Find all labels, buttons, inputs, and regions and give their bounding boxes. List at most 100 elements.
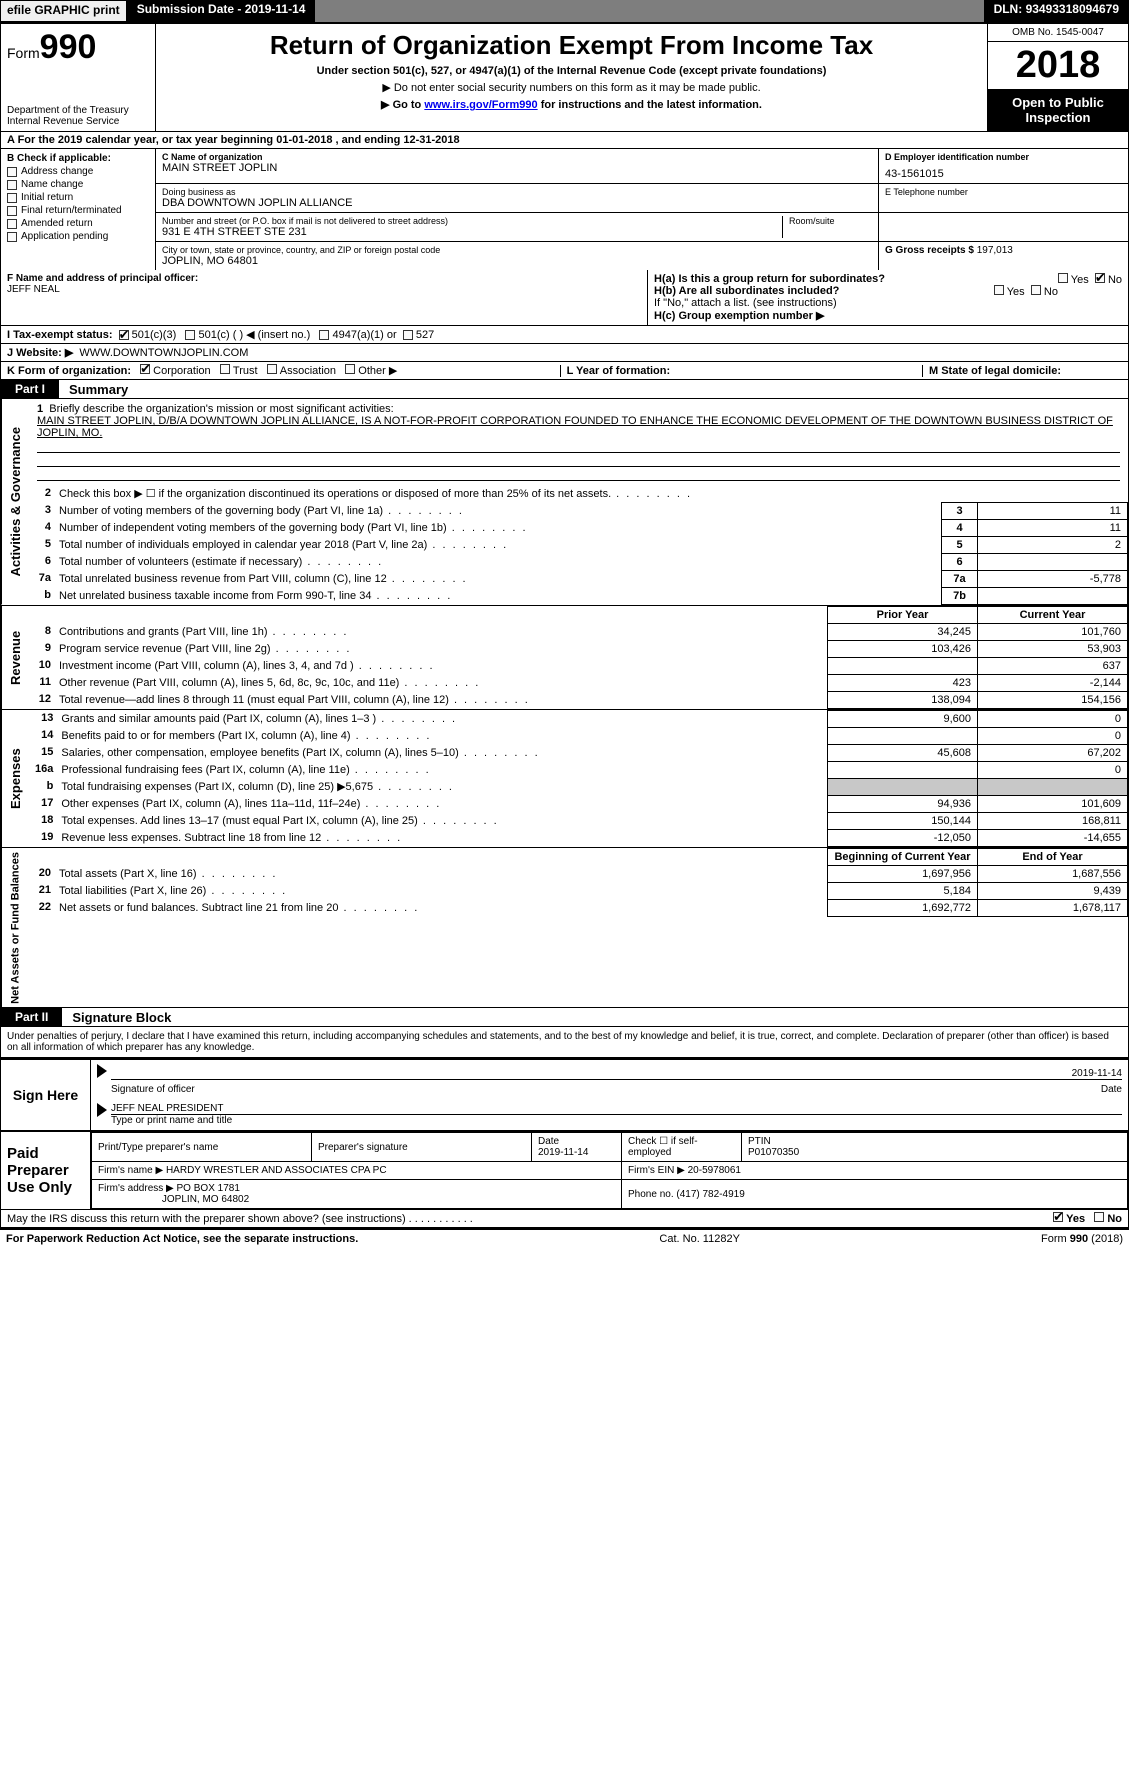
part-1-title: Summary: [59, 382, 128, 397]
chk-application-pending: Application pending: [7, 231, 149, 242]
checkbox-icon[interactable]: [1058, 273, 1068, 283]
yes-label: Yes: [1071, 274, 1089, 286]
table-row: 12Total revenue—add lines 8 through 11 (…: [29, 691, 1128, 708]
footer-left: For Paperwork Reduction Act Notice, see …: [6, 1233, 358, 1245]
ein-label: D Employer identification number: [885, 152, 1122, 162]
header-left: Form990 Department of the Treasury Inter…: [1, 24, 156, 131]
checkbox-icon[interactable]: [7, 232, 17, 242]
table-row: 3Number of voting members of the governi…: [29, 502, 1128, 519]
expenses-body: 13Grants and similar amounts paid (Part …: [29, 710, 1128, 847]
topbar: efile GRAPHIC print Submission Date - 20…: [0, 0, 1129, 22]
firm-phone: (417) 782-4919: [676, 1189, 744, 1200]
opt-assoc: Association: [280, 365, 336, 377]
row-l: L Year of formation:: [560, 365, 760, 377]
begin-year-hdr: Beginning of Current Year: [828, 848, 978, 865]
prep-date-cell: Date2019-11-14: [532, 1133, 622, 1162]
ein-value: 43-1561015: [885, 168, 1122, 180]
curr-year-hdr: Current Year: [978, 606, 1128, 623]
checkbox-icon[interactable]: [7, 193, 17, 203]
firm-ein-cell: Firm's EIN ▶ 20-5978061: [622, 1162, 1128, 1180]
table-row: bNet unrelated business taxable income f…: [29, 587, 1128, 604]
checkbox-icon[interactable]: [185, 330, 195, 340]
irs-link[interactable]: www.irs.gov/Form990: [424, 99, 537, 111]
checkbox-checked-icon[interactable]: [140, 364, 150, 374]
submission-date-label: Submission Date -: [137, 2, 245, 16]
part-1-header: Part I Summary: [0, 380, 1129, 399]
summary-netassets: Net Assets or Fund Balances Beginning of…: [0, 848, 1129, 1009]
summary-governance: Activities & Governance 1 Briefly descri…: [0, 399, 1129, 606]
underline: [37, 439, 1120, 453]
revenue-body: Prior Year Current Year 8Contributions a…: [29, 606, 1128, 709]
officer-name-title: JEFF NEAL PRESIDENT: [111, 1103, 1122, 1115]
no-label: No: [1107, 1213, 1122, 1225]
street-value: 931 E 4TH STREET STE 231: [162, 226, 782, 238]
checkbox-icon[interactable]: [1031, 285, 1041, 295]
prep-self-emp: Check ☐ if self-employed: [622, 1133, 742, 1162]
checkbox-checked-icon[interactable]: [1053, 1212, 1063, 1222]
checkbox-icon[interactable]: [7, 180, 17, 190]
section-fh: F Name and address of principal officer:…: [0, 270, 1129, 326]
table-row: 2Check this box ▶ ☐ if the organization …: [29, 485, 1128, 502]
checkbox-icon[interactable]: [267, 364, 277, 374]
firm-name-cell: Firm's name ▶ HARDY WRESTLER AND ASSOCIA…: [92, 1162, 622, 1180]
hb-line: H(b) Are all subordinates included? Yes …: [654, 285, 1122, 297]
firm-addr1: PO BOX 1781: [177, 1183, 240, 1194]
topbar-spacer: [315, 0, 983, 22]
ptin-val: P01070350: [748, 1147, 799, 1158]
summary-expenses: Expenses 13Grants and similar amounts pa…: [0, 710, 1129, 848]
date-label: Date: [1101, 1084, 1122, 1095]
opt-corp: Corporation: [153, 365, 210, 377]
chk-label: Address change: [21, 166, 93, 177]
vtab-governance: Activities & Governance: [1, 399, 29, 605]
city-cell: City or town, state or province, country…: [156, 242, 878, 270]
revenue-table: Prior Year Current Year 8Contributions a…: [29, 606, 1128, 709]
checkbox-icon[interactable]: [319, 330, 329, 340]
h-section: H(a) Is this a group return for subordin…: [648, 270, 1128, 325]
checkbox-checked-icon[interactable]: [119, 330, 129, 340]
phone-cell: E Telephone number: [878, 184, 1128, 212]
header-right: OMB No. 1545-0047 2018 Open to Public In…: [988, 24, 1128, 131]
chk-address-change: Address change: [7, 166, 149, 177]
prep-sig-hdr: Preparer's signature: [312, 1133, 532, 1162]
checkbox-checked-icon[interactable]: [1095, 273, 1105, 283]
gross-cell: G Gross receipts $ 197,013: [878, 242, 1128, 270]
checkbox-icon[interactable]: [7, 206, 17, 216]
firm-addr-cell: Firm's address ▶ PO BOX 1781 JOPLIN, MO …: [92, 1180, 622, 1209]
no-label: No: [1108, 274, 1122, 286]
paid-preparer-block: Paid Preparer Use Only Print/Type prepar…: [0, 1131, 1129, 1210]
firm-name-lbl: Firm's name ▶: [98, 1165, 166, 1176]
preparer-table: Print/Type preparer's name Preparer's si…: [91, 1132, 1128, 1209]
checkbox-icon[interactable]: [403, 330, 413, 340]
ha-label: H(a) Is this a group return for subordin…: [654, 273, 885, 285]
underline: [37, 453, 1120, 467]
checkbox-icon[interactable]: [7, 219, 17, 229]
checkbox-icon[interactable]: [220, 364, 230, 374]
checkbox-icon[interactable]: [345, 364, 355, 374]
row-a-pre: A For the 2019 calendar year, or tax yea…: [7, 134, 276, 146]
chk-label: Application pending: [21, 231, 108, 242]
header-sub3: ▶ Go to www.irs.gov/Form990 for instruct…: [164, 98, 979, 111]
ha-line: H(a) Is this a group return for subordin…: [654, 273, 1122, 285]
gross-value: 197,013: [977, 245, 1013, 256]
opt-trust: Trust: [233, 365, 258, 377]
org-name-cell: C Name of organization MAIN STREET JOPLI…: [156, 149, 878, 183]
table-row: 21Total liabilities (Part X, line 26)5,1…: [29, 882, 1128, 899]
paid-preparer-right: Print/Type preparer's name Preparer's si…: [91, 1132, 1128, 1209]
end-year-hdr: End of Year: [978, 848, 1128, 865]
prior-year-hdr: Prior Year: [828, 606, 978, 623]
checkbox-icon[interactable]: [1094, 1212, 1104, 1222]
checkbox-icon[interactable]: [994, 285, 1004, 295]
dln-value: 93493318094679: [1026, 2, 1119, 16]
table-row: 13Grants and similar amounts paid (Part …: [29, 710, 1128, 727]
summary-revenue: Revenue Prior Year Current Year 8Contrib…: [0, 606, 1129, 710]
checkbox-icon[interactable]: [7, 167, 17, 177]
org-name: MAIN STREET JOPLIN: [162, 162, 872, 174]
open-to-public: Open to Public Inspection: [988, 89, 1128, 131]
table-row: 20Total assets (Part X, line 16)1,697,95…: [29, 865, 1128, 882]
prep-name-hdr: Print/Type preparer's name: [92, 1133, 312, 1162]
twocol-header: Prior Year Current Year: [29, 606, 1128, 623]
arrow-icon: [97, 1064, 107, 1078]
type-name-label: Type or print name and title: [111, 1115, 1122, 1126]
city-value: JOPLIN, MO 64801: [162, 255, 872, 267]
table-row: 16aProfessional fundraising fees (Part I…: [29, 761, 1128, 778]
